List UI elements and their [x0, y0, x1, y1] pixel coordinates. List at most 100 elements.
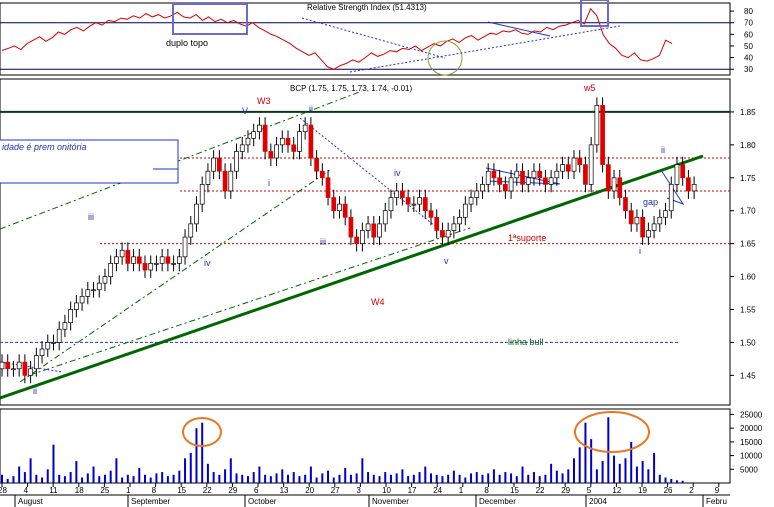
candle-body — [400, 190, 405, 198]
candle-body — [554, 170, 560, 179]
candle-body — [85, 289, 91, 297]
rsi-title: Relative Strength Index (51.4313) — [307, 3, 427, 12]
x-month-label: October — [248, 497, 277, 506]
candle-body — [68, 309, 73, 324]
candle-body — [33, 355, 39, 370]
candle-body — [451, 223, 457, 231]
candle-body — [680, 164, 686, 179]
candle-body — [565, 164, 571, 172]
candle-body — [342, 203, 348, 218]
x-day-label: 3 — [356, 486, 361, 495]
wave-i-label-1: i — [268, 178, 270, 188]
x-month-label: December — [479, 497, 516, 506]
candle-body — [268, 151, 274, 159]
candle-body — [514, 170, 520, 179]
candle-body — [531, 170, 537, 179]
candle-body — [136, 256, 142, 264]
rsi-trendline-3 — [487, 21, 551, 37]
x-day-label: 6 — [254, 486, 259, 495]
candle-body — [331, 197, 337, 212]
rsi-panel — [0, 2, 731, 76]
wave-iv-label-1: iv — [394, 168, 401, 178]
x-month-label: November — [372, 497, 409, 506]
x-month-label: Febru — [706, 497, 727, 506]
candle-body — [314, 157, 319, 172]
candle-body — [422, 197, 428, 212]
candle-body — [348, 216, 354, 238]
wave-V-label: V — [242, 106, 248, 116]
x-day-label: 1 — [459, 486, 464, 495]
candle-body — [571, 157, 577, 172]
candle-body — [142, 263, 148, 271]
candle-body — [325, 177, 331, 198]
x-month-label: September — [131, 497, 170, 506]
candle-body — [262, 124, 268, 152]
candle-body — [480, 184, 485, 192]
candle-body — [56, 328, 62, 343]
volume-tick-label: 5000 — [740, 465, 758, 474]
rsi-tick-label: 80 — [744, 7, 753, 16]
candle-body — [337, 203, 342, 212]
corrective-line — [299, 117, 446, 235]
candle-body — [234, 151, 239, 172]
bull-line-label: linha bull — [508, 337, 544, 347]
wave-v-label: v — [444, 256, 449, 266]
x-day-label: 17 — [408, 486, 417, 495]
candle-body — [388, 197, 394, 212]
candle-body — [291, 144, 297, 152]
candle-body — [457, 216, 462, 225]
candle-body — [394, 190, 400, 198]
candle-body — [674, 164, 680, 185]
candle-body — [583, 164, 588, 185]
rsi-tick-label: 60 — [744, 30, 753, 39]
candle-body — [154, 263, 159, 265]
candle-body — [79, 295, 85, 304]
x-day-label: 13 — [280, 486, 289, 495]
candle-body — [371, 223, 377, 238]
price-title: BCP (1.75, 1.75, 1.73, 1.74, -0.01) — [290, 84, 412, 93]
candle-body — [16, 361, 22, 370]
x-day-label: 22 — [203, 486, 212, 495]
candle-body — [319, 170, 325, 179]
x-day-label: 27 — [331, 486, 340, 495]
candle-body — [119, 249, 125, 258]
candle-body — [360, 230, 365, 244]
candle-body — [194, 203, 199, 225]
candle-body — [668, 184, 674, 212]
candle-body — [691, 184, 697, 192]
candle-body — [222, 170, 228, 192]
candle-body — [600, 104, 605, 165]
candle-body — [148, 263, 154, 271]
candle-body — [199, 184, 205, 205]
candle-body — [51, 342, 56, 344]
candle-body — [382, 210, 388, 225]
x-day-label: 19 — [638, 486, 647, 495]
upper-channel-line — [0, 90, 363, 230]
volume-tick-label: 10000 — [740, 452, 763, 461]
x-day-label: 29 — [228, 486, 237, 495]
candle-body — [686, 177, 691, 192]
candle-body — [39, 348, 45, 356]
x-day-label: 11 — [49, 486, 58, 495]
candle-body — [285, 137, 291, 146]
candle-body — [5, 361, 11, 370]
volume-tick-label: 20000 — [740, 424, 763, 433]
x-day-label: 22 — [536, 486, 545, 495]
x-day-label: 28 — [0, 486, 7, 495]
candle-body — [245, 137, 251, 146]
candle-body — [0, 361, 5, 370]
volume-panel — [0, 408, 731, 484]
price-panel — [0, 78, 731, 406]
x-day-label: 1 — [126, 486, 131, 495]
candle-body — [165, 256, 171, 264]
inner-channel-line — [19, 169, 331, 383]
double-top-box — [172, 3, 248, 35]
volume-tick-label: 15000 — [740, 438, 763, 447]
candle-body — [525, 177, 531, 185]
double-top-label: duplo topo — [166, 38, 208, 48]
candle-body — [91, 289, 96, 292]
wave-iv-label-2: iv — [204, 258, 211, 268]
candle-body — [577, 157, 583, 165]
candle-body — [62, 322, 68, 330]
